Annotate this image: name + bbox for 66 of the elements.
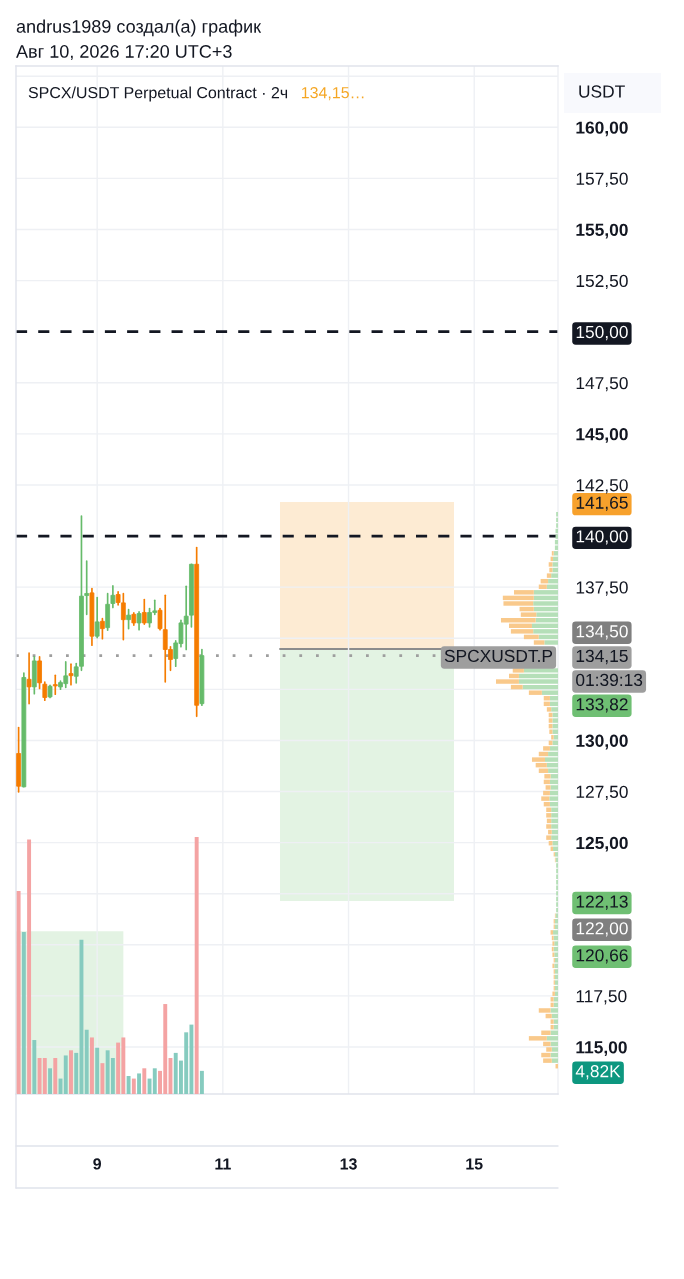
ref-line-label: 140,00 xyxy=(576,530,628,545)
bar xyxy=(137,1073,142,1094)
annotation: 134,15… xyxy=(301,86,364,101)
bar xyxy=(95,1047,100,1094)
y-tick-label: 122,13 xyxy=(576,895,628,910)
bar xyxy=(69,1050,73,1094)
y-tick-label: 115,00 xyxy=(576,1041,627,1056)
bar xyxy=(63,1055,68,1094)
bar xyxy=(84,1029,89,1094)
candlestick xyxy=(52,674,58,696)
y-tick-label: 137,50 xyxy=(576,581,628,596)
candlestick xyxy=(26,652,32,705)
bar xyxy=(100,1063,105,1094)
annotation: SPCXUSDT.P xyxy=(444,649,553,663)
bar xyxy=(194,837,199,1094)
bar xyxy=(53,1058,58,1094)
bar xyxy=(152,1068,157,1094)
candlestick xyxy=(68,663,74,686)
chart-title: andrus1989 создал(а) график xyxy=(16,19,262,37)
y-tick-label: 157,50 xyxy=(576,172,628,187)
bar xyxy=(16,890,21,1094)
y-tick-label: 117,50 xyxy=(576,990,627,1005)
x-tick-label: 15 xyxy=(466,1158,483,1170)
bar xyxy=(21,932,26,1094)
candlestick xyxy=(110,585,116,609)
text: 120,66 xyxy=(576,949,628,964)
y-tick-label: 130,00 xyxy=(576,734,628,750)
y-tick-label: 160,00 xyxy=(576,121,628,137)
text: 133,82 xyxy=(576,698,628,713)
bar xyxy=(48,1068,52,1094)
y-axis-title: USDT xyxy=(579,85,625,98)
y-tick-label: 125,00 xyxy=(576,836,628,852)
candlestick xyxy=(100,617,105,640)
candlestick xyxy=(105,592,111,632)
annotation: SPCX/USDT Perpetual Contract · 2ч xyxy=(28,86,288,102)
y-tick-label: 142,50 xyxy=(576,479,628,494)
y-tick-label: 127,50 xyxy=(576,785,628,801)
x-tick-label: 13 xyxy=(340,1158,357,1170)
candlestick xyxy=(120,592,126,641)
x-tick-label: 11 xyxy=(215,1158,231,1170)
chart-subtitle: Авг 10, 2026 17:20 UTC+3 xyxy=(16,45,232,60)
bar xyxy=(89,1037,94,1094)
y-tick-label: 147,50 xyxy=(576,376,628,392)
y-tick-label: 145,00 xyxy=(576,428,628,443)
text: 01:39:13 xyxy=(576,673,643,687)
y-tick-label: 152,50 xyxy=(576,274,628,290)
candlestick xyxy=(126,608,131,630)
candlestick xyxy=(141,598,147,625)
y-tick-label: 155,00 xyxy=(576,223,628,239)
bar xyxy=(199,1070,204,1094)
ref-line-label: 134,15 xyxy=(576,649,628,665)
bar xyxy=(131,1078,136,1094)
bar xyxy=(27,839,32,1094)
bar xyxy=(32,1040,37,1094)
y-tick-label: 141,65 xyxy=(576,496,628,511)
text: 122,00 xyxy=(576,922,628,937)
candlestick xyxy=(37,656,42,690)
candlestick xyxy=(94,596,100,639)
candlestick xyxy=(42,681,48,702)
bar xyxy=(142,1068,147,1094)
bar xyxy=(126,1076,131,1094)
ref-line-label: 150,00 xyxy=(576,325,628,341)
bar xyxy=(42,1058,47,1094)
x-tick-label: 9 xyxy=(93,1158,102,1170)
text: 134,50 xyxy=(576,625,628,640)
text: 4,82K xyxy=(575,1065,621,1080)
